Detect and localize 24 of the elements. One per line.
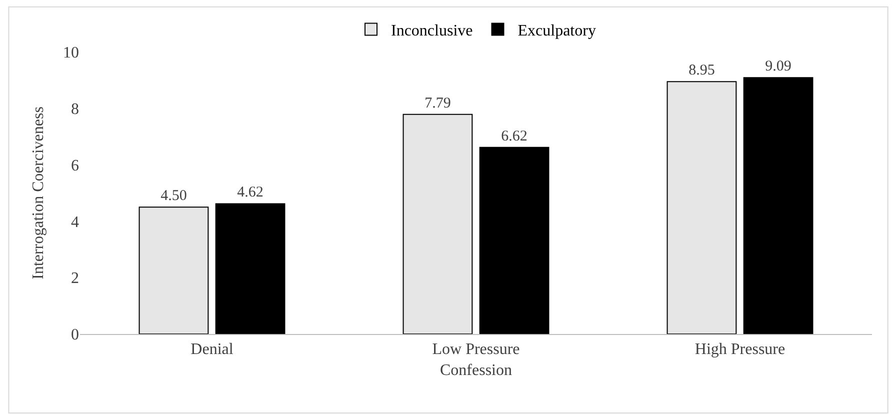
bar — [743, 77, 814, 334]
data-label: 4.62 — [237, 184, 264, 201]
x-tick-label: High Pressure — [694, 341, 786, 358]
data-label: 6.62 — [501, 128, 528, 144]
y-tick-label: 10 — [63, 44, 79, 62]
y-tick-label: 0 — [71, 326, 79, 344]
bar — [479, 146, 550, 334]
bar — [666, 81, 737, 334]
y-tick-label: 8 — [71, 101, 79, 118]
bar — [402, 114, 473, 334]
bar — [138, 206, 209, 334]
x-tick-label: Denial — [190, 341, 234, 358]
bar — [215, 203, 286, 334]
data-label: 4.50 — [160, 188, 187, 204]
y-axis-title: Interrogation Coerciveness — [30, 106, 47, 280]
legend-label: Inconclusive — [391, 22, 473, 40]
legend-label: Exculpatory — [518, 22, 596, 40]
data-label: 9.09 — [765, 58, 792, 75]
y-tick-label: 2 — [71, 270, 79, 288]
y-tick-label: 6 — [71, 157, 79, 174]
x-tick-label: Low Pressure Confession — [432, 341, 520, 379]
data-label: 7.79 — [424, 95, 451, 112]
y-tick-label: 4 — [71, 214, 79, 231]
data-label: 8.95 — [688, 62, 715, 79]
